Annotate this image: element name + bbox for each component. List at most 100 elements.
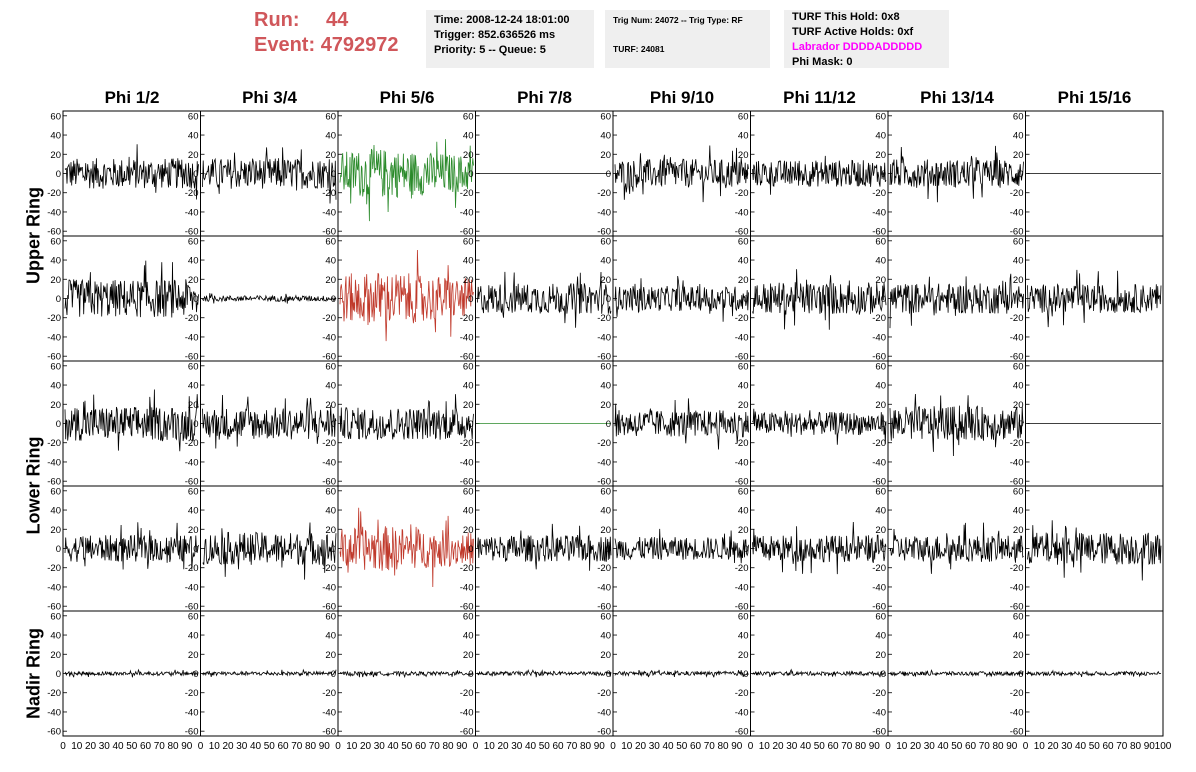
y-tick-label: 20	[188, 400, 199, 411]
y-tick-label: -60	[185, 727, 199, 738]
y-tick-label: -60	[460, 602, 474, 613]
y-tick-label: 60	[738, 486, 749, 497]
x-tick-label: 10	[896, 741, 908, 752]
y-tick-label: -20	[735, 188, 749, 199]
waveform-trace-r3-c2	[339, 507, 474, 588]
y-tick-label: 60	[50, 611, 61, 622]
waveform-trace-r1-c2	[339, 249, 474, 342]
y-tick-label: -60	[1010, 352, 1024, 363]
y-tick-label: -20	[1010, 188, 1024, 199]
y-tick-label: -40	[185, 457, 199, 468]
y-tick-label: 40	[875, 256, 886, 267]
y-tick-label: 20	[188, 275, 199, 286]
y-tick-label: 40	[188, 381, 199, 392]
x-tick-label: 60	[690, 741, 702, 752]
y-tick-label: -20	[47, 188, 61, 199]
x-tick-label: 30	[236, 741, 248, 752]
x-tick-label: 70	[429, 741, 441, 752]
trig-num-text: Trig Num: 24072 -- Trig Type: RF	[613, 15, 743, 25]
time-info-box: Time: 2008-12-24 18:01:00 Trigger: 852.6…	[426, 10, 594, 68]
y-tick-label: 0	[331, 294, 336, 305]
y-tick-label: -20	[185, 313, 199, 324]
y-tick-label: -20	[735, 438, 749, 449]
x-tick-label: 60	[1102, 741, 1114, 752]
y-tick-label: 20	[50, 650, 61, 661]
y-tick-label: 40	[325, 256, 336, 267]
y-tick-label: -20	[322, 438, 336, 449]
waveform-trace-r4-c7	[1027, 669, 1162, 678]
y-tick-label: 60	[50, 111, 61, 122]
y-tick-label: -20	[597, 563, 611, 574]
x-tick-label: 40	[937, 741, 949, 752]
y-tick-label: -40	[47, 707, 61, 718]
x-tick-label: 70	[1116, 741, 1128, 752]
y-tick-label: 20	[463, 275, 474, 286]
y-tick-label: 20	[738, 275, 749, 286]
waveform-trace-r2-c1	[202, 394, 337, 449]
y-tick-label: 60	[1013, 611, 1024, 622]
y-tick-label: -40	[872, 707, 886, 718]
y-tick-label: 40	[188, 506, 199, 517]
y-tick-label: 60	[50, 361, 61, 372]
x-tick-label: 90	[1006, 741, 1018, 752]
y-tick-label: 20	[50, 150, 61, 161]
y-tick-label: 60	[738, 361, 749, 372]
y-tick-label: 60	[1013, 236, 1024, 247]
y-tick-label: 20	[875, 150, 886, 161]
y-tick-label: -60	[460, 727, 474, 738]
x-tick-label: 80	[1130, 741, 1142, 752]
x-tick-label: 80	[992, 741, 1004, 752]
y-tick-label: 60	[50, 236, 61, 247]
waveform-trace-r0-c5	[752, 155, 887, 195]
y-tick-label: 0	[193, 419, 198, 430]
y-tick-label: 40	[325, 506, 336, 517]
y-tick-label: 20	[875, 400, 886, 411]
y-tick-label: 20	[50, 275, 61, 286]
y-tick-label: -40	[597, 207, 611, 218]
y-tick-label: 60	[325, 611, 336, 622]
panel-frame-r4-c4	[612, 610, 751, 737]
y-tick-label: 0	[56, 544, 61, 555]
x-tick-label: 40	[250, 741, 262, 752]
column-header-3: Phi 5/6	[379, 88, 435, 107]
y-tick-label: -40	[322, 582, 336, 593]
y-tick-label: 20	[875, 275, 886, 286]
y-tick-label: 20	[50, 400, 61, 411]
y-tick-label: -60	[1010, 602, 1024, 613]
y-tick-label: 20	[738, 400, 749, 411]
waveform-trace-r3-c1	[202, 522, 337, 580]
y-tick-label: -20	[322, 313, 336, 324]
y-tick-label: 60	[188, 486, 199, 497]
waveform-trace-r3-c0	[64, 522, 199, 570]
y-tick-label: -40	[47, 332, 61, 343]
x-tick-label: 50	[264, 741, 276, 752]
y-tick-label: -20	[872, 313, 886, 324]
y-tick-label: -60	[47, 727, 61, 738]
y-tick-label: 20	[1013, 150, 1024, 161]
x-tick-label: 40	[1075, 741, 1087, 752]
y-tick-label: -20	[872, 438, 886, 449]
y-tick-label: 60	[600, 361, 611, 372]
y-tick-label: 40	[1013, 256, 1024, 267]
waveform-trace-r0-c4	[614, 145, 749, 203]
y-tick-label: 40	[50, 381, 61, 392]
y-tick-label: 40	[875, 381, 886, 392]
y-tick-label: -20	[460, 438, 474, 449]
waveform-trace-r3-c3	[477, 523, 612, 571]
y-tick-label: 0	[1018, 169, 1023, 180]
y-tick-label: 0	[56, 419, 61, 430]
y-tick-label: -60	[1010, 727, 1024, 738]
y-tick-label: -60	[735, 602, 749, 613]
y-tick-label: -60	[872, 727, 886, 738]
y-tick-label: 60	[188, 111, 199, 122]
x-tick-label: 10	[1034, 741, 1046, 752]
x-tick-label: 50	[401, 741, 413, 752]
y-tick-label: 60	[188, 236, 199, 247]
y-tick-label: -20	[322, 563, 336, 574]
y-tick-label: -60	[460, 477, 474, 488]
x-tick-label: 40	[800, 741, 812, 752]
x-tick-label: 50	[539, 741, 551, 752]
y-tick-label: -60	[322, 227, 336, 238]
y-tick-label: 60	[1013, 486, 1024, 497]
